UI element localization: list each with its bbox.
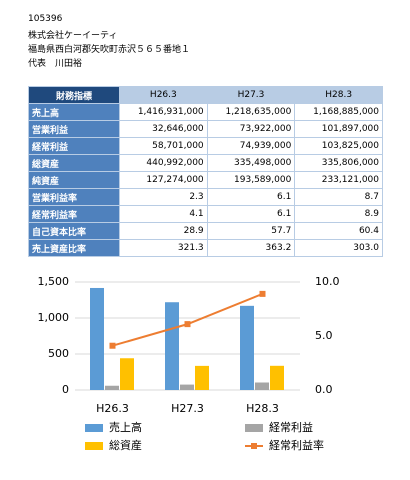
table-cell: 127,274,000 xyxy=(119,171,208,189)
bar xyxy=(90,287,104,390)
legend-label: 売上高 xyxy=(109,420,142,434)
table-cell: 57.7 xyxy=(206,222,296,240)
x-tick-label: H27.3 xyxy=(171,402,204,415)
table-cell: 8.9 xyxy=(294,205,383,223)
table-cell: 303.0 xyxy=(294,239,383,257)
table-cell: H26.3 xyxy=(119,86,208,104)
table-cell: 2.3 xyxy=(119,188,208,206)
table-row: 経常利益率 4.1 6.1 8.9 xyxy=(28,205,383,223)
table-cell: H27.3 xyxy=(206,86,296,104)
bar xyxy=(180,384,194,390)
table-cell: 経常利益率 xyxy=(28,205,120,223)
table-cell: 363.2 xyxy=(206,239,296,257)
table-cell: 自己資本比率 xyxy=(28,222,120,240)
table-row: 売上高 1,416,931,000 1,218,635,000 1,168,885,0… xyxy=(28,103,383,121)
table-cell: 4.1 xyxy=(119,205,208,223)
table-row: 財務指標 H26.3 H27.3 H28.3 xyxy=(28,86,383,104)
table-cell: 8.7 xyxy=(294,188,383,206)
address: 福島県西白河郡矢吹町赤沢５６５番地１ xyxy=(28,45,191,55)
bar xyxy=(195,365,209,390)
table-cell: 335,498,000 xyxy=(206,154,296,172)
line-marker xyxy=(184,321,191,328)
bar xyxy=(120,358,134,390)
table-cell: 335,806,000 xyxy=(294,154,383,172)
table-cell: 営業利益 xyxy=(28,120,120,138)
legend-swatch xyxy=(85,424,103,432)
table-cell: 233,121,000 xyxy=(294,171,383,189)
financial-table: 財務指標 H26.3 H27.3 H28.3 売上高 1,416,931,000 1,218… xyxy=(28,86,383,257)
table-cell: 1,218,635,000 xyxy=(206,103,296,121)
code: 105396 xyxy=(28,14,63,24)
bar xyxy=(105,385,119,390)
bar xyxy=(240,305,254,390)
table-cell: 73,922,000 xyxy=(206,120,296,138)
table-cell: 58,701,000 xyxy=(119,137,208,155)
legend-label: 総資産 xyxy=(109,438,142,452)
table-row: 自己資本比率 28.9 57.7 60.4 xyxy=(28,222,383,240)
table-cell: 28.9 xyxy=(119,222,208,240)
bar xyxy=(165,302,179,390)
table-cell: 純資産 xyxy=(28,171,120,189)
table-cell: H28.3 xyxy=(294,86,383,104)
table-row: 営業利益 32,646,000 73,922,000 101,897,000 xyxy=(28,120,383,138)
table-cell: 6.1 xyxy=(206,188,296,206)
table-cell: 193,589,000 xyxy=(206,171,296,189)
legend-swatch xyxy=(245,424,263,432)
table-row: 総資産 440,992,000 335,498,000 335,806,000 xyxy=(28,154,383,172)
table-row: 純資産 127,274,000 193,589,000 233,121,000 xyxy=(28,171,383,189)
x-tick-label: H26.3 xyxy=(96,402,129,415)
bar xyxy=(270,365,284,390)
representative: 代表 川田裕 xyxy=(28,59,83,69)
table-cell: 営業利益率 xyxy=(28,188,120,206)
table-cell: 総資産 xyxy=(28,154,120,172)
y2-tick-label: 5.0 xyxy=(315,329,333,342)
table-cell: 74,939,000 xyxy=(206,137,296,155)
x-tick-label: H28.3 xyxy=(246,402,279,415)
table-cell: 440,992,000 xyxy=(119,154,208,172)
table-cell: 売上資産比率 xyxy=(28,239,120,257)
table-cell: 101,897,000 xyxy=(294,120,383,138)
y-tick-label: 1,500 xyxy=(38,275,70,288)
table-cell: 32,646,000 xyxy=(119,120,208,138)
table-cell: 6.1 xyxy=(206,205,296,223)
line-marker xyxy=(109,342,116,349)
y2-tick-label: 0.0 xyxy=(315,383,333,396)
table-cell: 売上高 xyxy=(28,103,120,121)
table-cell: 321.3 xyxy=(119,239,208,257)
legend-swatch xyxy=(85,442,103,450)
company: 株式会社ケーイーティ xyxy=(28,31,118,41)
table-cell: 1,416,931,000 xyxy=(119,103,208,121)
legend-label: 経常利益率 xyxy=(269,438,324,452)
table-cell: 財務指標 xyxy=(28,86,120,104)
y-tick-label: 1,000 xyxy=(38,311,70,324)
table-cell: 103,825,000 xyxy=(294,137,383,155)
legend-swatch xyxy=(251,443,257,449)
table-cell: 経常利益 xyxy=(28,137,120,155)
bar xyxy=(255,382,269,390)
table-row: 経常利益 58,701,000 74,939,000 103,825,000 xyxy=(28,137,383,155)
line-marker xyxy=(259,290,266,297)
y2-tick-label: 10.0 xyxy=(315,275,340,288)
y-tick-label: 0 xyxy=(62,383,69,396)
y-tick-label: 500 xyxy=(48,347,69,360)
table-row: 売上資産比率 321.3 363.2 303.0 xyxy=(28,239,383,257)
chart: 0 500 1,000 1,500 0.0 5.0 10.0 H26.3 H27.3 H28.3 売… xyxy=(38,275,340,452)
table-row: 営業利益率 2.3 6.1 8.7 xyxy=(28,188,383,206)
table-cell: 60.4 xyxy=(294,222,383,240)
table-cell: 1,168,885,000 xyxy=(294,103,383,121)
legend-label: 経常利益 xyxy=(269,420,313,434)
